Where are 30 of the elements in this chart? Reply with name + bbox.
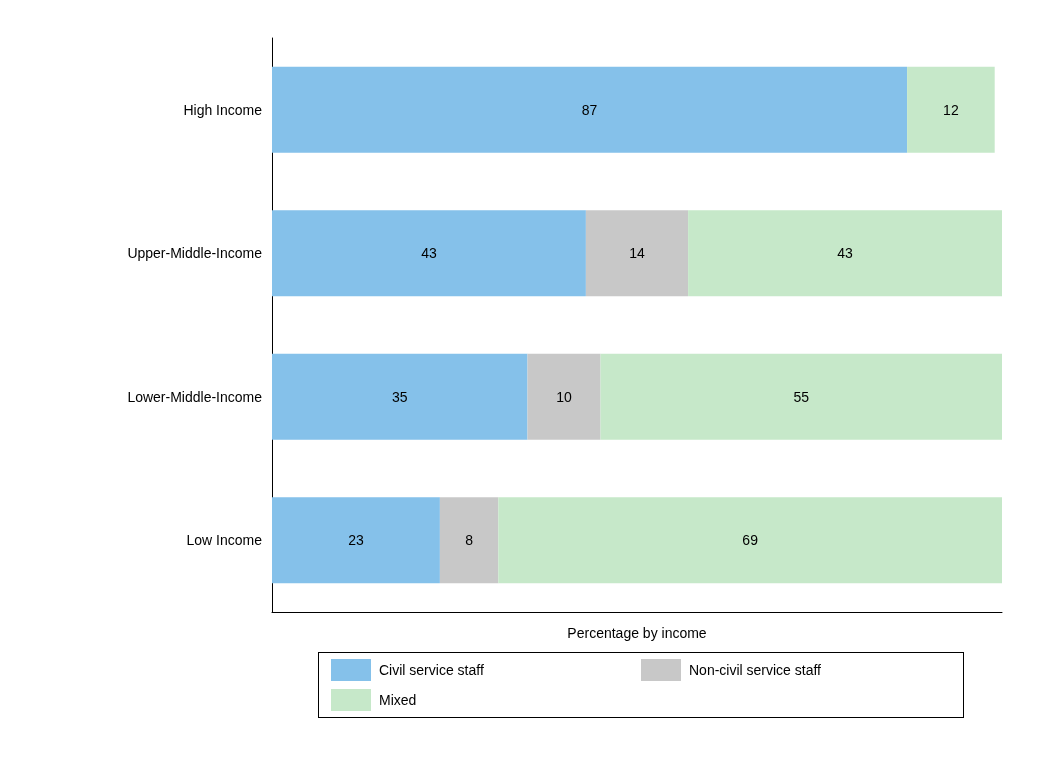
bar bbox=[439, 497, 499, 584]
data-label: 8 bbox=[465, 532, 474, 549]
y-tick-label: High Income bbox=[183, 101, 263, 118]
bar bbox=[688, 210, 1002, 297]
y-tick-label: Upper-Middle-Income bbox=[127, 245, 263, 262]
bar bbox=[600, 353, 1002, 440]
bar bbox=[272, 497, 440, 584]
data-label: 43 bbox=[837, 245, 854, 262]
legend-label: Civil service staff bbox=[379, 662, 484, 678]
data-label: 69 bbox=[742, 532, 759, 549]
bar bbox=[272, 66, 908, 153]
bar bbox=[272, 353, 528, 440]
bar bbox=[527, 353, 601, 440]
data-label: 55 bbox=[793, 388, 810, 405]
data-label: 10 bbox=[556, 388, 572, 405]
y-tick-label: Low Income bbox=[186, 532, 263, 549]
bar bbox=[585, 210, 689, 297]
bar bbox=[498, 497, 1002, 584]
data-label: 35 bbox=[391, 388, 408, 405]
data-label: 23 bbox=[348, 532, 364, 549]
data-label: 14 bbox=[629, 245, 645, 262]
data-label: 12 bbox=[943, 101, 959, 118]
data-label: 43 bbox=[421, 245, 437, 262]
legend-label: Non-civil service staff bbox=[689, 662, 822, 678]
bar bbox=[907, 66, 995, 153]
data-label: 87 bbox=[581, 101, 598, 118]
bar bbox=[272, 210, 586, 297]
legend-label: Mixed bbox=[379, 692, 417, 708]
y-tick-label: Lower-Middle-Income bbox=[127, 388, 263, 405]
x-axis-title: Percentage by income bbox=[567, 625, 707, 641]
